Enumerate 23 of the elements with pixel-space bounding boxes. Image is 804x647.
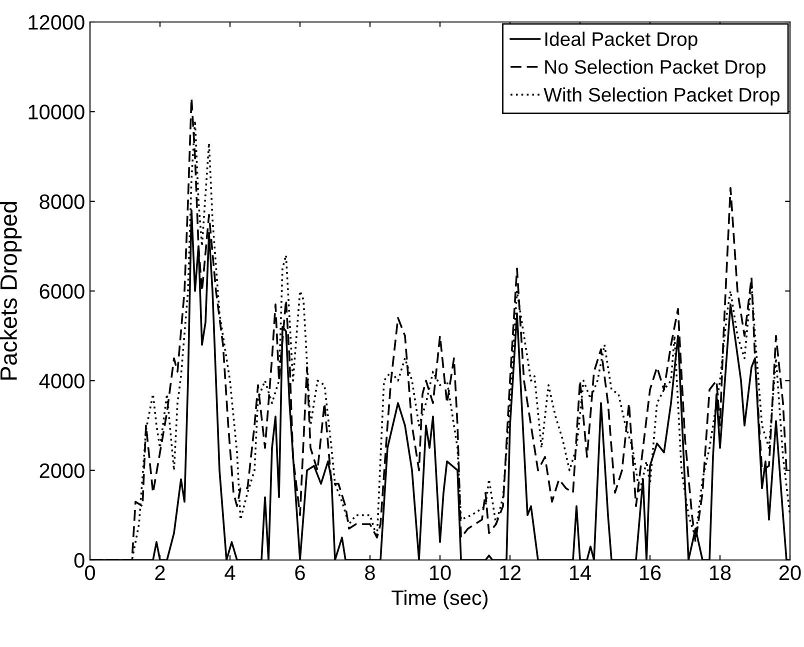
x-tick-label: 10 bbox=[430, 565, 451, 580]
x-tick-label: 4 bbox=[224, 566, 236, 580]
x-tick-label: 20 bbox=[779, 565, 801, 580]
y-tick-label: 0 bbox=[74, 553, 84, 568]
x-tick-label: 14 bbox=[570, 566, 591, 580]
x-tick-label: 8 bbox=[365, 565, 375, 580]
y-tick-label: 2000 bbox=[40, 463, 84, 478]
legend-label: Ideal Packet Drop bbox=[545, 32, 698, 50]
y-tick-label: 12000 bbox=[28, 15, 84, 30]
y-tick-label: 4000 bbox=[39, 374, 84, 388]
y-tick-label: 6000 bbox=[40, 284, 84, 299]
y-tick-label: 8000 bbox=[40, 194, 84, 210]
x-tick-label: 16 bbox=[640, 565, 661, 580]
x-tick-label: 6 bbox=[295, 565, 305, 580]
y-tick-label: 10000 bbox=[28, 104, 84, 120]
x-tick-label: 12 bbox=[500, 565, 521, 580]
legend-label: No Selection Packet Drop bbox=[545, 60, 766, 78]
x-tick-label: 2 bbox=[155, 565, 165, 580]
legend-label: With Selection Packet Drop bbox=[544, 87, 780, 106]
x-axis-title: Time (sec) bbox=[392, 590, 488, 610]
x-tick-label: 18 bbox=[710, 565, 731, 580]
y-axis-title: Packets Dropped bbox=[0, 202, 22, 380]
x-tick-label: 0 bbox=[85, 565, 95, 580]
